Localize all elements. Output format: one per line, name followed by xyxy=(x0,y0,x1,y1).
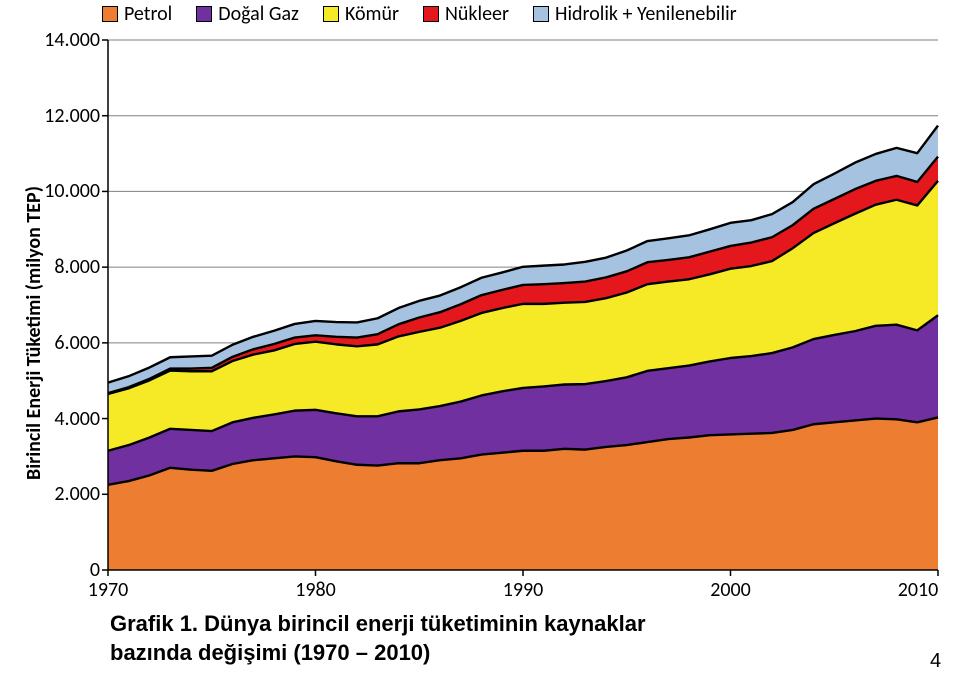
chart-caption: Grafik 1. Dünya birincil enerji tüketimi… xyxy=(110,610,646,667)
y-tick-label: 12.000 xyxy=(40,104,100,128)
y-tick-label: 6.000 xyxy=(40,331,100,355)
y-tick-label: 8.000 xyxy=(40,255,100,279)
x-tick-label: 2000 xyxy=(701,578,761,602)
x-tick-label: 2010 xyxy=(888,578,948,602)
y-tick-label: 4.000 xyxy=(40,407,100,431)
x-tick-label: 1970 xyxy=(78,578,138,602)
y-tick-label: 2.000 xyxy=(40,482,100,506)
page-number: 4 xyxy=(930,650,941,673)
area-chart xyxy=(0,0,960,679)
x-tick-label: 1980 xyxy=(286,578,346,602)
caption-line1: Grafik 1. Dünya birincil enerji tüketimi… xyxy=(110,611,646,636)
caption-line2: bazında değişimi (1970 – 2010) xyxy=(110,640,430,665)
y-tick-label: 14.000 xyxy=(40,28,100,52)
x-tick-label: 1990 xyxy=(493,578,553,602)
y-tick-label: 10.000 xyxy=(40,179,100,203)
